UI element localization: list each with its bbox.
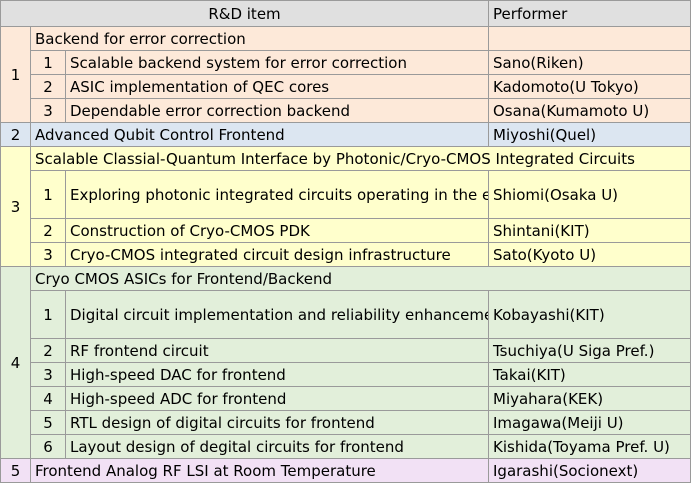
group-title: Scalable Classial-Quantum Interface by P… [30, 146, 691, 171]
item-number: 2 [30, 218, 66, 243]
item-performer: Imagawa(Meiji U) [488, 410, 691, 435]
item-number: 4 [30, 386, 66, 411]
group-title: Frontend Analog RF LSI at Room Temperatu… [30, 458, 489, 483]
item-performer: Kishida(Toyama Pref. U) [488, 434, 691, 459]
item-number: 6 [30, 434, 66, 459]
item-row: 2 RF frontend circuit Tsuchiya(U Siga Pr… [1, 338, 691, 363]
group-title: Backend for error correction [30, 26, 489, 51]
item-number: 3 [30, 242, 66, 267]
group-number: 4 [0, 266, 31, 459]
item-performer: Kadomoto(U Tokyo) [488, 74, 691, 99]
item-performer: Takai(KIT) [488, 362, 691, 387]
item-number: 2 [30, 74, 66, 99]
item-title: Cryo-CMOS integrated circuit design infr… [65, 242, 489, 267]
item-row: 1 Exploring photonic integrated circuits… [1, 170, 691, 219]
group-number: 3 [0, 146, 31, 267]
item-number: 1 [30, 170, 66, 219]
item-title: Dependable error correction backend [65, 98, 489, 123]
group-number: 5 [0, 458, 31, 483]
group-row: 3 Scalable Classial-Quantum Interface by… [0, 146, 691, 267]
item-number: 3 [30, 362, 66, 387]
item-row: 2 Construction of Cryo-CMOS PDK Shintani… [1, 218, 691, 243]
item-title: Scalable backend system for error correc… [65, 50, 489, 75]
item-row: 5 RTL design of digital circuits for fro… [1, 410, 691, 435]
item-number: 2 [30, 338, 66, 363]
item-title: Digital circuit implementation and relia… [65, 290, 489, 339]
group-row: 2 Advanced Qubit Control Frontend Miyosh… [0, 122, 691, 147]
item-title: Layout design of degital circuits for fr… [65, 434, 489, 459]
item-performer: Miyahara(KEK) [488, 386, 691, 411]
item-performer: Shiomi(Osaka U) [488, 170, 691, 219]
group-number: 2 [0, 122, 31, 147]
item-title: RF frontend circuit [65, 338, 489, 363]
header-rd-item: R&D item [0, 0, 489, 27]
item-number: 1 [30, 290, 66, 339]
group-number: 1 [0, 26, 31, 123]
group-row: 5 Frontend Analog RF LSI at Room Tempera… [0, 458, 691, 483]
item-performer: Osana(Kumamoto U) [488, 98, 691, 123]
item-row: 1 Digital circuit implementation and rel… [1, 290, 691, 339]
header-row: R&D item Performer [0, 0, 691, 27]
item-title: ASIC implementation of QEC cores [65, 74, 489, 99]
item-row: 3 High-speed DAC for frontend Takai(KIT) [1, 362, 691, 387]
group-performer: Igarashi(Socionext) [488, 458, 691, 483]
item-row: 3 Cryo-CMOS integrated circuit design in… [1, 242, 691, 267]
item-performer: Sano(Riken) [488, 50, 691, 75]
item-performer: Tsuchiya(U Siga Pref.) [488, 338, 691, 363]
group-title: Advanced Qubit Control Frontend [30, 122, 489, 147]
item-row: 3 Dependable error correction backend Os… [1, 98, 691, 123]
item-title: RTL design of digital circuits for front… [65, 410, 489, 435]
header-performer: Performer [488, 0, 691, 27]
group-row: 1 Backend for error correction [0, 26, 691, 123]
group-performer [488, 26, 691, 51]
item-number: 5 [30, 410, 66, 435]
group-title: Cryo CMOS ASICs for Frontend/Backend [30, 266, 691, 291]
item-number: 3 [30, 98, 66, 123]
item-title: Exploring photonic integrated circuits o… [65, 170, 489, 219]
item-row: 2 ASIC implementation of QEC cores Kadom… [1, 74, 691, 99]
item-title: Construction of Cryo-CMOS PDK [65, 218, 489, 243]
group-performer: Miyoshi(Quel) [488, 122, 691, 147]
item-title: High-speed ADC for frontend [65, 386, 489, 411]
item-number: 1 [30, 50, 66, 75]
item-row: 4 High-speed ADC for frontend Miyahara(K… [1, 386, 691, 411]
item-performer: Shintani(KIT) [488, 218, 691, 243]
item-performer: Sato(Kyoto U) [488, 242, 691, 267]
item-row: 6 Layout design of degital circuits for … [1, 434, 691, 459]
item-performer: Kobayashi(KIT) [488, 290, 691, 339]
group-row: 4 Cryo CMOS ASICs for Frontend/Backend [0, 266, 691, 459]
item-title: High-speed DAC for frontend [65, 362, 489, 387]
item-row: 1 Scalable backend system for error corr… [1, 50, 691, 75]
